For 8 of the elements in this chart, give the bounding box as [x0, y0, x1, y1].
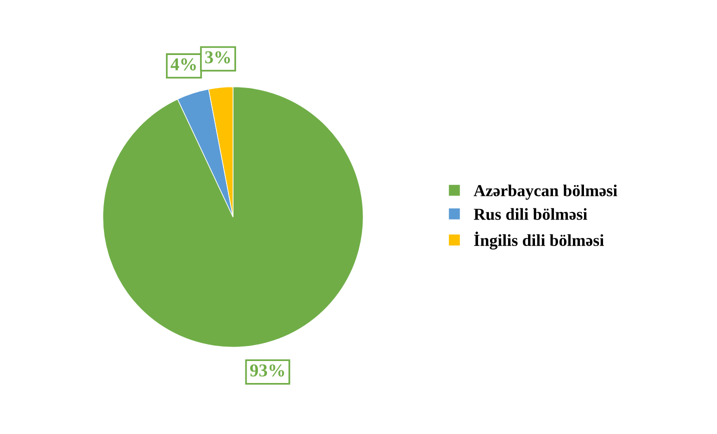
legend-label: İngilis dili bölməsi — [474, 232, 604, 250]
legend-label: Rus dili bölməsi — [474, 208, 588, 220]
pie-slice — [102, 86, 364, 348]
data-label: 3% — [205, 51, 230, 64]
data-label: 93% — [250, 364, 284, 377]
data-label: 4% — [170, 58, 196, 71]
pie-slice — [177, 88, 234, 218]
legend-label: Azərbaycan bölməsi — [474, 184, 618, 200]
